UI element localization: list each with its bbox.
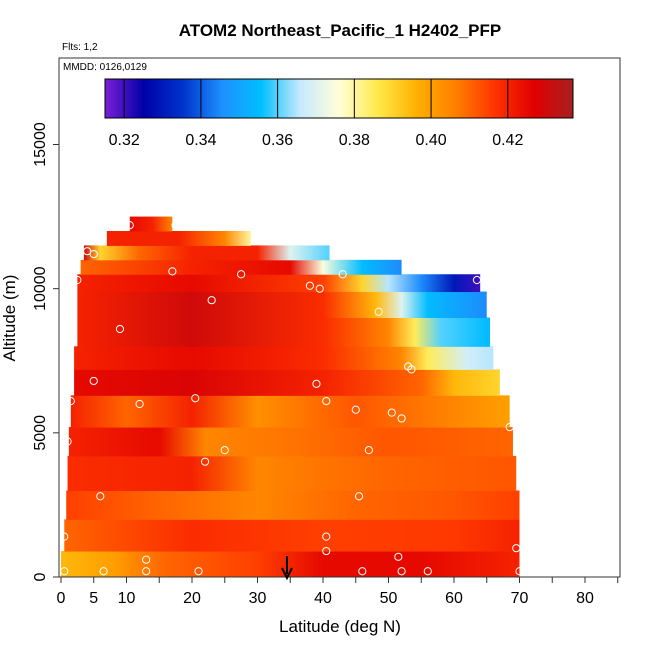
colorbar-tick-label: 0.32 [109, 132, 140, 149]
sample-point [322, 546, 331, 556]
sample-point [312, 379, 321, 388]
sample-point [207, 296, 216, 305]
y-tick-label: 10000 [32, 266, 49, 311]
sample-point [394, 552, 403, 561]
sample-point [60, 567, 69, 576]
colorbar-tick-label: 0.34 [185, 132, 216, 149]
sample-point [358, 567, 367, 576]
chart-title: ATOM2 Northeast_Pacific_1 H2402_PFP [179, 21, 502, 40]
curtain-band [68, 427, 513, 457]
x-tick-label: 0 [57, 590, 66, 607]
y-axis-label: Altitude (m) [0, 275, 19, 362]
x-tick-label: 20 [183, 590, 201, 607]
sample-point [60, 532, 69, 541]
sample-point [351, 405, 360, 414]
plot-frame [58, 57, 621, 578]
colorbar-tick-label: 0.42 [492, 132, 523, 149]
y-tick-label: 15000 [32, 122, 49, 167]
sample-point [96, 492, 105, 501]
colorbar-tick-label: 0.36 [262, 132, 293, 149]
curtain-band [77, 317, 491, 347]
curtain-band [74, 346, 494, 370]
curtain-band [129, 216, 173, 232]
sample-point [63, 437, 72, 446]
sample-point [135, 399, 144, 409]
sample-point [505, 422, 514, 432]
curtain-band [106, 231, 251, 246]
sample-point [115, 324, 125, 334]
current-latitude-arrow-icon [281, 556, 293, 581]
sample-point [364, 446, 373, 455]
x-tick-label: 50 [380, 590, 398, 607]
curtain-band [66, 490, 520, 520]
arrow-head [281, 567, 293, 581]
sample-point [125, 221, 134, 230]
sample-point [142, 567, 151, 576]
sample-point [423, 567, 432, 576]
curtain-band [77, 291, 487, 318]
sample-point [191, 394, 200, 403]
curtain-band [67, 455, 517, 491]
curtain-band [83, 245, 330, 261]
sample-point [168, 267, 177, 276]
curtain-band [77, 274, 481, 293]
sample-point [322, 532, 331, 541]
curtain-band [74, 369, 500, 396]
sample-point [99, 567, 108, 576]
x-tick-label: 10 [118, 590, 136, 607]
y-tick-label: 0 [32, 572, 49, 581]
sample-point [315, 284, 324, 293]
x-axis-label: Latitude (deg N) [279, 617, 401, 636]
sample-point [515, 567, 524, 576]
colorbar: 0.32 0.34 0.36 0.38 0.40 0.42 [104, 78, 574, 149]
sample-point [338, 270, 347, 279]
curtain-band [64, 519, 520, 552]
colorbar-frame [104, 78, 574, 119]
curtain-band [80, 259, 402, 275]
sample-point [201, 457, 210, 466]
sample-point [407, 365, 416, 374]
x-axis: 0 5 10 20 30 40 50 60 70 80 [57, 577, 619, 607]
sample-point [73, 275, 82, 285]
x-tick-label: 70 [511, 590, 529, 607]
sample-point [472, 275, 482, 285]
sample-point [512, 544, 521, 553]
sample-point [387, 408, 396, 417]
sample-point [305, 281, 314, 290]
y-tick-label: 5000 [32, 415, 49, 451]
sample-point [322, 397, 331, 406]
sample-point [397, 414, 406, 423]
curtain-band [70, 395, 510, 428]
flights-label: Flts: 1,2 [62, 42, 98, 53]
x-tick-label: 5 [89, 590, 98, 607]
colorbar-tick-label: 0.40 [415, 132, 446, 149]
sample-point [171, 221, 180, 230]
sample-point [194, 567, 203, 576]
y-axis: 0 5000 10000 15000 [32, 122, 59, 581]
x-tick-label: 30 [249, 590, 267, 607]
colorbar-fill [105, 79, 573, 118]
sample-point [220, 446, 229, 455]
sample-point [142, 555, 151, 564]
x-tick-label: 40 [314, 590, 332, 607]
sample-point [83, 247, 92, 256]
x-tick-label: 60 [445, 590, 463, 607]
sample-point [89, 376, 98, 386]
sample-point [237, 270, 246, 279]
sample-point [89, 249, 98, 259]
sample-point [374, 307, 383, 316]
dates-label: MMDD: 0126,0129 [63, 62, 147, 73]
curtain-field [61, 216, 520, 578]
sample-point [354, 492, 364, 501]
sample-points [60, 221, 524, 576]
sample-point [397, 567, 406, 576]
colorbar-tick-label: 0.38 [339, 132, 370, 149]
sample-point [66, 397, 75, 406]
x-tick-label: 80 [576, 590, 594, 607]
